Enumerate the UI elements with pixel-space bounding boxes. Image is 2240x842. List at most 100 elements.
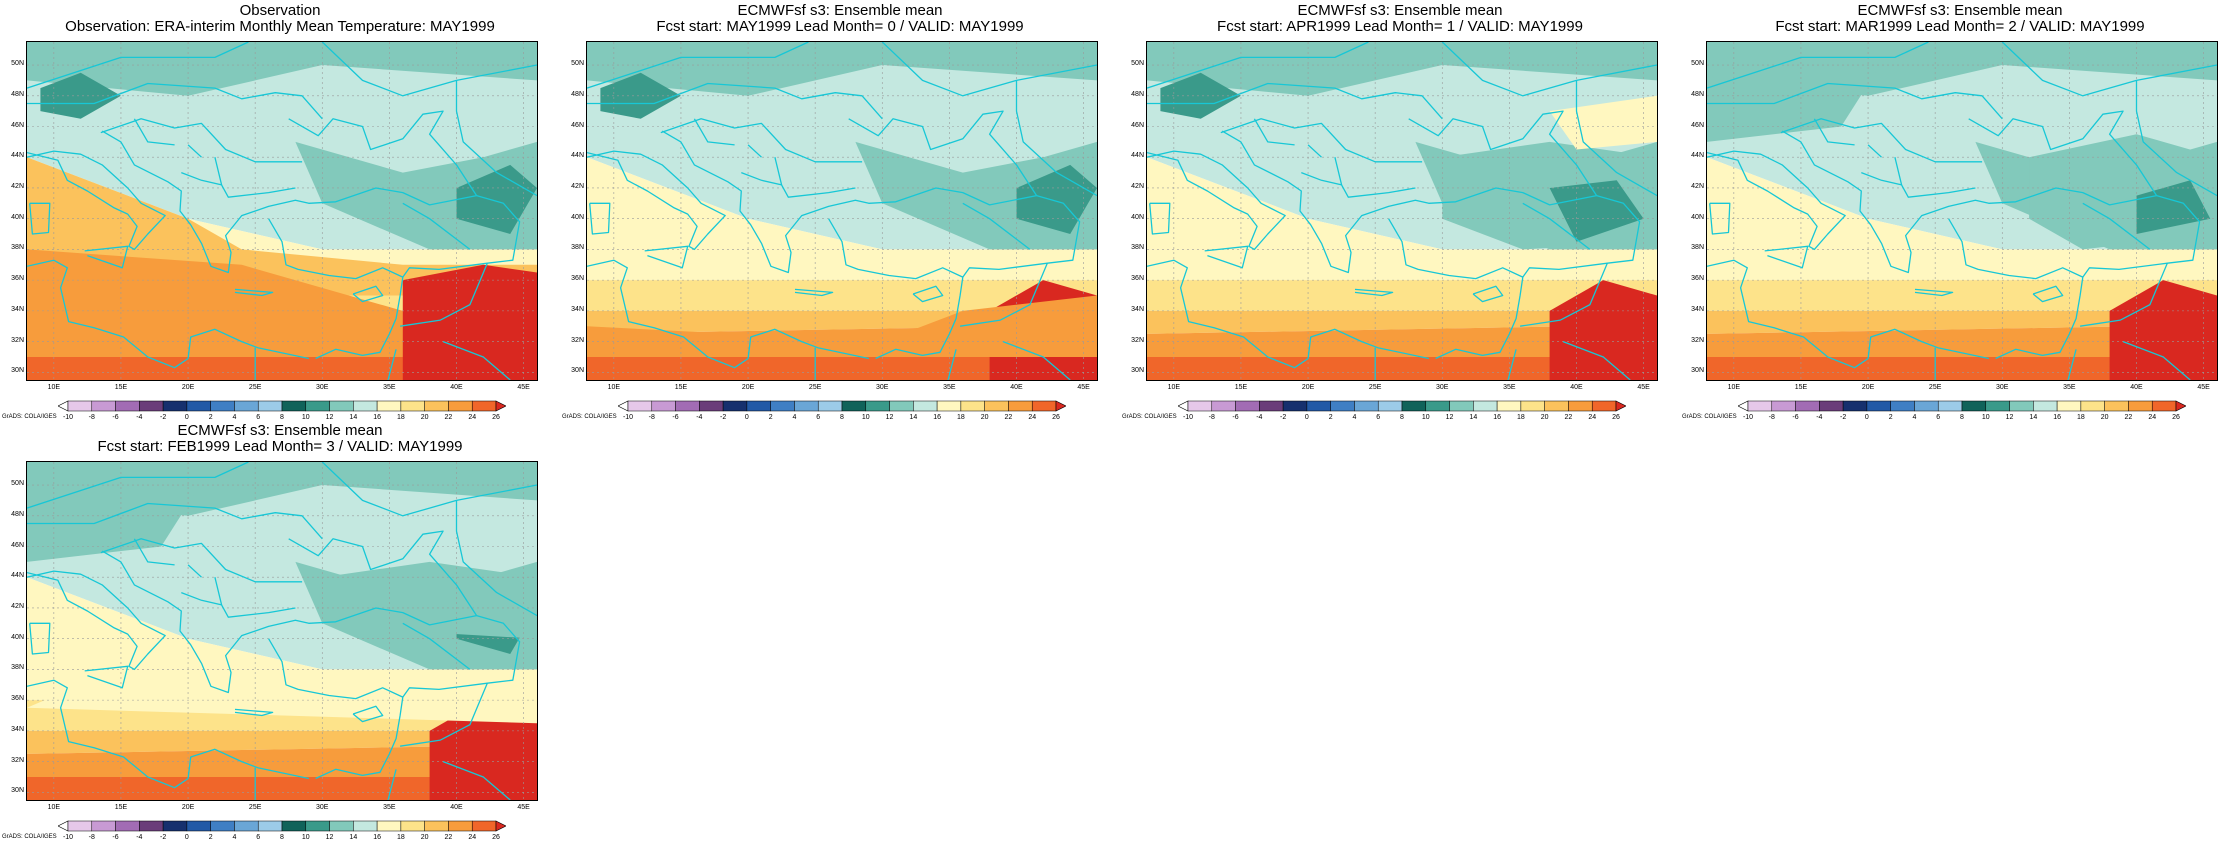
country-border bbox=[1813, 118, 1855, 146]
coastline bbox=[2032, 285, 2064, 303]
country-border bbox=[442, 760, 511, 800]
lon-tick-label: 45E bbox=[1077, 384, 1090, 391]
colorbar-label: 12 bbox=[325, 834, 334, 841]
coastline bbox=[352, 705, 384, 723]
colorbar-low-arrow bbox=[1738, 400, 1749, 412]
lon-tick-label: 15E bbox=[114, 804, 128, 811]
temperature-map bbox=[26, 461, 538, 801]
country-border bbox=[1707, 42, 1929, 89]
coastline bbox=[1707, 259, 1989, 369]
colorbar-label: 10 bbox=[301, 834, 310, 841]
country-border bbox=[2067, 349, 2077, 380]
country-border bbox=[1520, 262, 1608, 327]
lat-tick-label: 34N bbox=[1131, 305, 1144, 313]
country-border bbox=[741, 171, 782, 186]
coastline bbox=[234, 288, 274, 297]
coastline bbox=[1354, 288, 1394, 297]
colorbar bbox=[58, 400, 506, 412]
colorbar-label: 12 bbox=[1445, 414, 1454, 421]
lat-tick-label: 30N bbox=[11, 787, 24, 795]
coastline bbox=[27, 679, 309, 789]
colorbar-swatch bbox=[1259, 400, 1284, 412]
colorbar-swatch bbox=[186, 820, 211, 832]
lat-tick-label: 38N bbox=[571, 244, 584, 252]
colorbar-swatch bbox=[1890, 400, 1915, 412]
colorbar-label: 2 bbox=[1328, 414, 1333, 421]
colorbar-label: 12 bbox=[2005, 414, 2014, 421]
temperature-band bbox=[27, 730, 537, 777]
country-border bbox=[2082, 202, 2151, 250]
colorbar-swatch bbox=[865, 400, 890, 412]
temperature-band bbox=[587, 295, 1097, 357]
country-border bbox=[455, 500, 537, 617]
lon-tick-label: 35E bbox=[383, 384, 396, 391]
temperature-band bbox=[1147, 310, 1657, 357]
colorbar-label: 22 bbox=[444, 414, 453, 421]
colorbar-swatch bbox=[1473, 400, 1498, 412]
colorbar-swatch bbox=[115, 820, 140, 832]
colorbar-label: 0 bbox=[1864, 414, 1869, 421]
lon-tick-label: 25E bbox=[1928, 384, 1942, 391]
colorbar-label: 6 bbox=[256, 414, 261, 421]
temperature-band bbox=[1707, 310, 2217, 334]
coastline bbox=[1408, 110, 1598, 196]
colorbar-label: 16 bbox=[373, 834, 382, 841]
lat-tick-label: 40N bbox=[11, 213, 24, 221]
country-border bbox=[402, 614, 521, 698]
coastline bbox=[84, 665, 129, 689]
colorbar-label: -6 bbox=[672, 414, 679, 421]
lat-tick-label: 46N bbox=[11, 121, 24, 129]
country-border bbox=[321, 462, 537, 517]
country-border bbox=[27, 82, 323, 120]
coastline bbox=[101, 130, 477, 274]
lon-tick-label: 25E bbox=[248, 384, 262, 391]
lat-tick-label: 40N bbox=[1691, 213, 1704, 221]
temperature-band bbox=[27, 462, 215, 562]
panel-title: ECMWFsf s3: Ensemble mean bbox=[1297, 2, 1503, 19]
colorbar-swatch bbox=[305, 400, 330, 412]
colorbar-label: -4 bbox=[696, 414, 703, 421]
map-svg bbox=[587, 42, 1097, 380]
colorbar-label: 0 bbox=[1304, 414, 1309, 421]
temperature-band bbox=[27, 638, 537, 724]
panel-subtitle: Observation: ERA-interim Monthly Mean Te… bbox=[65, 18, 495, 35]
coastline bbox=[912, 285, 944, 303]
colorbar-low-arrow bbox=[58, 820, 69, 832]
temperature-band bbox=[1549, 180, 1644, 242]
lat-tick-label: 50N bbox=[11, 60, 24, 68]
temperature-band bbox=[456, 164, 537, 234]
colorbar-swatch bbox=[1211, 400, 1236, 412]
colorbar-swatch bbox=[1866, 400, 1891, 412]
colorbar-label: 10 bbox=[1421, 414, 1430, 421]
country-border bbox=[400, 682, 488, 747]
colorbar-label: 14 bbox=[1469, 414, 1478, 421]
lon-tick-label: 35E bbox=[943, 384, 956, 391]
temperature-band bbox=[1707, 310, 2217, 357]
lon-tick-label: 10E bbox=[47, 804, 61, 811]
country-border bbox=[187, 564, 202, 578]
colorbar-swatch bbox=[210, 400, 235, 412]
lon-tick-label: 15E bbox=[1794, 384, 1808, 391]
country-border bbox=[187, 144, 202, 158]
colorbar-swatch bbox=[2080, 400, 2105, 412]
colorbar-label: -10 bbox=[1742, 414, 1754, 421]
grads-credit: GrADS: COLA/IGES bbox=[2, 834, 57, 840]
grads-credit: GrADS: COLA/IGES bbox=[1122, 414, 1177, 420]
lat-tick-label: 40N bbox=[11, 633, 24, 641]
lat-tick-label: 38N bbox=[11, 244, 24, 252]
colorbar-label: 16 bbox=[373, 414, 382, 421]
country-border bbox=[1147, 82, 1443, 120]
colorbar-label: -10 bbox=[62, 414, 74, 421]
colorbar-swatch bbox=[329, 820, 354, 832]
colorbar-label: -8 bbox=[88, 834, 95, 841]
colorbar-swatch bbox=[2033, 400, 2058, 412]
colorbar-swatch bbox=[984, 400, 1009, 412]
coastline bbox=[1472, 285, 1504, 303]
temperature-band bbox=[587, 280, 1097, 311]
colorbar-swatch bbox=[936, 400, 962, 412]
temperature-band bbox=[600, 72, 681, 119]
map-panel: ECMWFsf s3: Ensemble mean Fcst start: MAR… bbox=[1680, 0, 2240, 421]
colorbar-label: 26 bbox=[2172, 414, 2180, 421]
colorbar-label: 2 bbox=[208, 414, 213, 421]
country-border bbox=[947, 349, 957, 380]
